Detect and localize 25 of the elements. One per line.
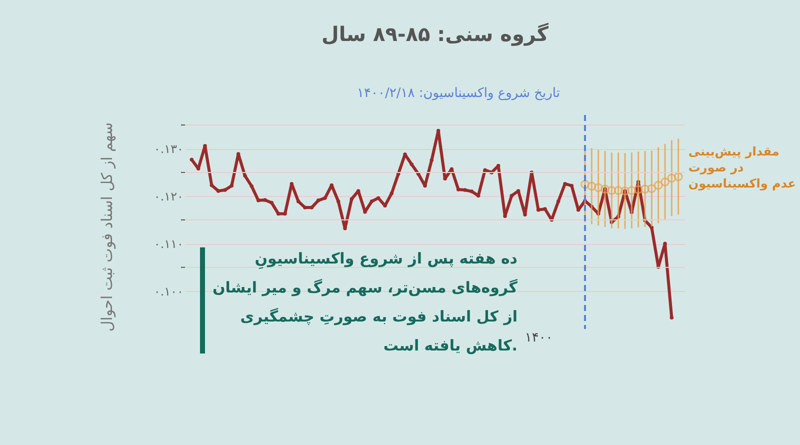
annotation: ده هفته پس از شروع واکسیناسیونِ گروه‌های مسن‌تر، سهم مرگ و میر ایشان از کل اسناد فوت به صورتِ چشمگیری کاهش یافته است. (212, 249, 518, 354)
point (674, 172, 683, 182)
point (654, 180, 663, 190)
point (667, 174, 676, 183)
point (647, 184, 656, 194)
chart-title: گروه سنی: ۸۵-۸۹ سال (322, 22, 549, 46)
point (594, 183, 603, 192)
y-axis-title: سهم از کل اسناد فوت ثبت احوال (98, 122, 116, 332)
point (607, 186, 616, 195)
y-tick-label: ۰.۱۰۰ (154, 284, 184, 299)
point (640, 184, 650, 194)
y-tick-label: ۰.۱۱۰ (154, 237, 184, 252)
point (627, 186, 636, 195)
y-tick-label: ۰.۱۲۰ (154, 190, 184, 204)
point (600, 184, 610, 194)
text: تاریخ شروع واکسیناسیون: ۱۴۰۰/۲/۱۸ (357, 86, 560, 101)
point (614, 186, 623, 195)
point (660, 177, 670, 186)
point (587, 182, 596, 191)
point (634, 185, 643, 194)
series-label: مقدار پیش‌بینی در صورت عدم واکسیناسیون (688, 144, 796, 191)
point (620, 186, 630, 196)
x-tick-label: ۱۴۰۰ (524, 330, 553, 346)
point (580, 180, 590, 189)
y-tick-label: ۰.۱۳۰ (154, 142, 184, 156)
